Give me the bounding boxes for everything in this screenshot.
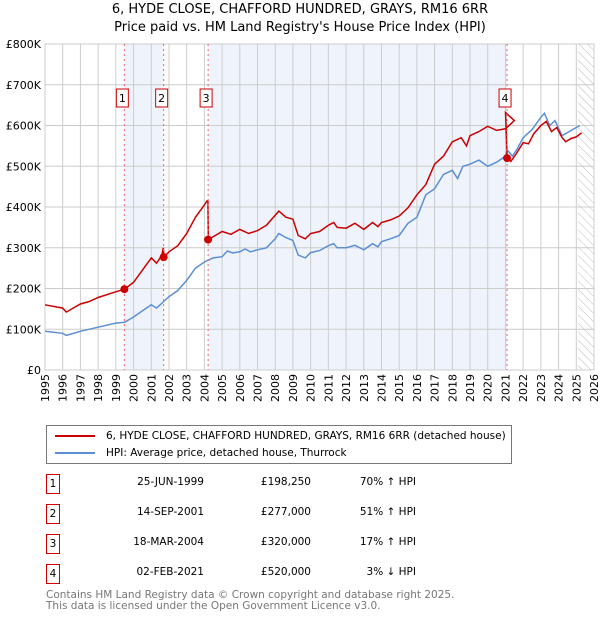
sale-badge: 1 (46, 474, 60, 494)
legend-label: 6, HYDE CLOSE, CHAFFORD HUNDRED, GRAYS, … (106, 430, 506, 442)
footer-licence: This data is licensed under the Open Gov… (46, 600, 381, 612)
x-tick-label: 1995 (39, 374, 52, 402)
x-tick-label: 2005 (216, 374, 229, 402)
x-tick-label: 1998 (92, 374, 105, 402)
sale-label-box (155, 88, 169, 108)
x-tick-label: 2007 (252, 374, 265, 402)
y-tick-label: £600K (6, 120, 42, 133)
sale-badge: 2 (46, 504, 60, 524)
hpi-line (44, 111, 581, 337)
sale-point (159, 253, 168, 262)
x-tick-label: 2009 (287, 374, 300, 402)
y-tick-label: £500K (6, 160, 42, 173)
x-tick-label: 2013 (358, 374, 371, 402)
property-price-line (44, 110, 583, 314)
sale-row: 2 14-SEP-2001 £277,000 51% ↑ HPI (46, 504, 546, 524)
sale-point (204, 235, 213, 244)
sale-price: £198,250 (260, 476, 311, 488)
x-tick-label: 2015 (393, 374, 406, 402)
x-tick-label: 2017 (429, 374, 442, 402)
sale-price: £277,000 (260, 506, 311, 518)
sale-label-box (498, 88, 512, 108)
x-tick-label: 2020 (482, 374, 495, 402)
sale-hpi-diff: 70% ↑ HPI (359, 476, 416, 488)
legend-label: HPI: Average price, detached house, Thur… (106, 447, 347, 459)
sale-date: 18-MAR-2004 (133, 536, 204, 548)
x-tick-label: 2008 (269, 374, 282, 402)
y-tick-label: £200K (6, 283, 42, 296)
legend-item-hpi: HPI: Average price, detached house, Thur… (55, 446, 347, 460)
footer-copyright: Contains HM Land Registry data © Crown c… (46, 589, 455, 601)
x-tick-label: 2025 (570, 374, 583, 402)
y-tick-label: £300K (6, 242, 42, 255)
sale-price: £520,000 (260, 566, 311, 578)
plot-border (44, 43, 595, 371)
legend: 6, HYDE CLOSE, CHAFFORD HUNDRED, GRAYS, … (46, 425, 512, 464)
x-tick-label: 1996 (57, 374, 70, 402)
sale-label-box (199, 88, 213, 108)
sale-hpi-diff: 17% ↑ HPI (359, 536, 416, 548)
sale-label-box (115, 88, 129, 108)
x-tick-label: 2016 (411, 374, 424, 402)
sale-price: £320,000 (260, 536, 311, 548)
x-tick-label: 2021 (499, 374, 512, 402)
sale-hpi-diff: 51% ↑ HPI (359, 506, 416, 518)
sale-label: 3 (203, 92, 210, 105)
x-tick-label: 2006 (234, 374, 247, 402)
chart-title: 6, HYDE CLOSE, CHAFFORD HUNDRED, GRAYS, … (111, 2, 489, 17)
sale-badge: 3 (46, 534, 60, 554)
price-chart: 1995 1996 1997 1998 1999 2000 2001 2002 2003 2004… (6, 38, 600, 402)
x-tick-label: 2014 (375, 374, 388, 402)
sale-date: 14-SEP-2001 (136, 506, 204, 518)
x-tick-label: 2012 (340, 374, 353, 402)
x-tick-label: 2022 (517, 374, 530, 402)
sale-date: 25-JUN-1999 (137, 476, 204, 488)
y-tick-label: £700K (6, 79, 42, 92)
x-tick-label: 2010 (305, 374, 318, 402)
x-tick-label: 2002 (163, 374, 176, 402)
chart-subtitle: Price paid vs. HM Land Registry's House … (114, 20, 486, 35)
x-tick-label: 2026 (588, 374, 600, 402)
sale-row: 3 18-MAR-2004 £320,000 17% ↑ HPI (46, 534, 546, 554)
sale-label: 1 (119, 92, 126, 105)
sale-row: 1 25-JUN-1999 £198,250 70% ↑ HPI (46, 474, 546, 494)
sale-label: 2 (158, 92, 165, 105)
sale-date: 02-FEB-2021 (136, 566, 204, 578)
x-tick-label: 2004 (198, 374, 211, 402)
y-tick-label: £800K (6, 38, 42, 51)
x-tick-label: 2024 (553, 374, 566, 402)
x-tick-label: 2019 (464, 374, 477, 402)
x-tick-label: 2011 (322, 374, 335, 402)
x-tick-label: 2000 (128, 374, 141, 402)
sale-row: 4 02-FEB-2021 £520,000 3% ↓ HPI (46, 564, 546, 584)
sale-label: 4 (502, 92, 509, 105)
y-tick-label: £0 (27, 364, 41, 377)
x-tick-label: 2001 (145, 374, 158, 402)
sale-point (120, 285, 129, 294)
legend-item-property: 6, HYDE CLOSE, CHAFFORD HUNDRED, GRAYS, … (55, 429, 506, 443)
y-tick-label: £100K (6, 323, 42, 336)
sale-point (503, 154, 512, 163)
x-tick-label: 1999 (110, 374, 123, 402)
x-tick-label: 1997 (74, 374, 87, 402)
x-tick-label: 2003 (181, 374, 194, 402)
sale-badge: 4 (46, 564, 60, 584)
sale-hpi-diff: 3% ↓ HPI (366, 566, 416, 578)
y-tick-label: £400K (6, 201, 42, 214)
x-tick-label: 2023 (535, 374, 548, 402)
x-tick-label: 2018 (446, 374, 459, 402)
